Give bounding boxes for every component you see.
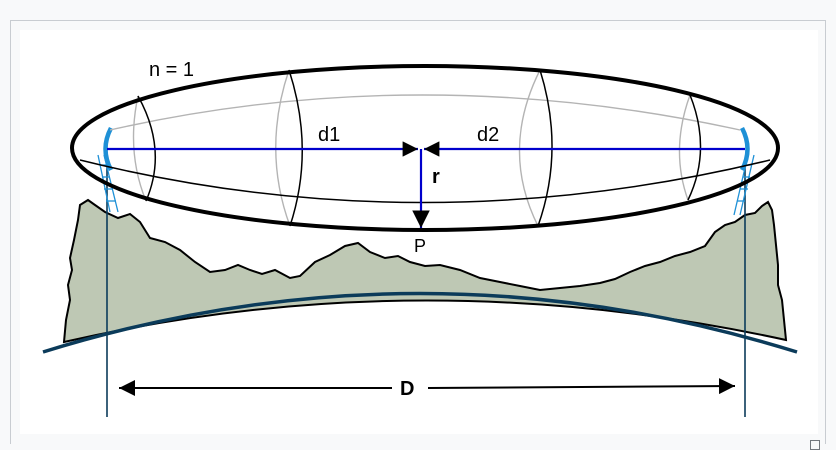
distance-arrow-right [428, 386, 735, 388]
point-p-label: P [414, 236, 426, 256]
diagram-canvas: n = 1 d1 d2 r P D [20, 30, 818, 434]
ellipsoid-front-arc [80, 160, 770, 203]
zone-number-label: n = 1 [149, 59, 194, 81]
d2-label: d2 [477, 124, 499, 146]
distance-label: D [400, 378, 414, 400]
radius-label: r [432, 166, 440, 188]
fresnel-zone-diagram: n = 1 d1 d2 r P D [20, 30, 818, 434]
expand-icon[interactable] [810, 440, 820, 450]
d1-label: d1 [318, 124, 340, 146]
